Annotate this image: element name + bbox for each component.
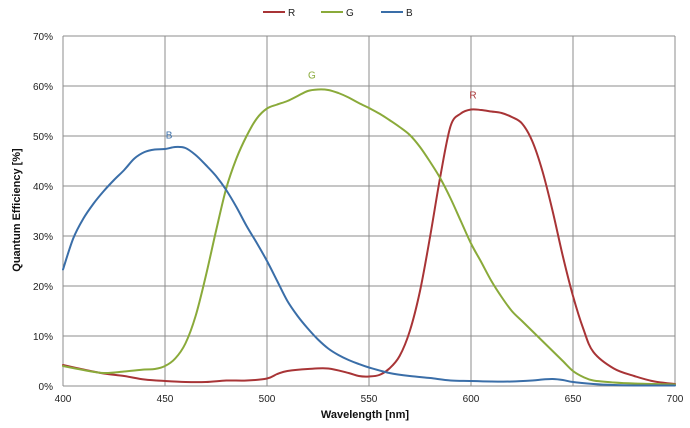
peak-labels: R G B xyxy=(166,71,477,142)
x-tick-label: 650 xyxy=(565,394,582,405)
series-layer xyxy=(62,88,676,387)
y-tick-label: 70% xyxy=(33,32,53,43)
y-tick-labels: 0% 10% 20% 30% 40% 50% 60% 70% xyxy=(33,32,53,393)
y-tick-label: 60% xyxy=(33,82,53,93)
chart-grid xyxy=(62,35,676,387)
legend-item-r: R xyxy=(263,8,295,19)
y-tick-label: 50% xyxy=(33,132,53,143)
legend-label-r: R xyxy=(288,8,295,19)
y-axis-title: Quantum Efficiency [%] xyxy=(11,148,23,272)
peak-label-g: G xyxy=(308,71,316,82)
peak-label-b: B xyxy=(166,131,173,142)
series-line-b xyxy=(62,145,676,387)
x-tick-label: 600 xyxy=(463,394,480,405)
x-tick-labels: 400 450 500 550 600 650 700 xyxy=(55,394,684,405)
x-tick-label: 450 xyxy=(157,394,174,405)
x-tick-label: 550 xyxy=(361,394,378,405)
x-tick-label: 500 xyxy=(259,394,276,405)
x-tick-label: 700 xyxy=(667,394,684,405)
series-line-r xyxy=(62,108,676,385)
y-tick-label: 10% xyxy=(33,332,53,343)
peak-label-r: R xyxy=(469,91,476,102)
legend-label-g: G xyxy=(346,8,354,19)
y-tick-label: 30% xyxy=(33,232,53,243)
y-tick-label: 40% xyxy=(33,182,53,193)
legend-item-b: B xyxy=(381,8,413,19)
x-axis-title: Wavelength [nm] xyxy=(321,409,410,421)
x-tick-label: 400 xyxy=(55,394,72,405)
legend-item-g: G xyxy=(321,8,354,19)
y-tick-label: 0% xyxy=(39,382,54,393)
y-tick-label: 20% xyxy=(33,282,53,293)
legend-label-b: B xyxy=(406,8,413,19)
series-line-g xyxy=(62,88,676,386)
